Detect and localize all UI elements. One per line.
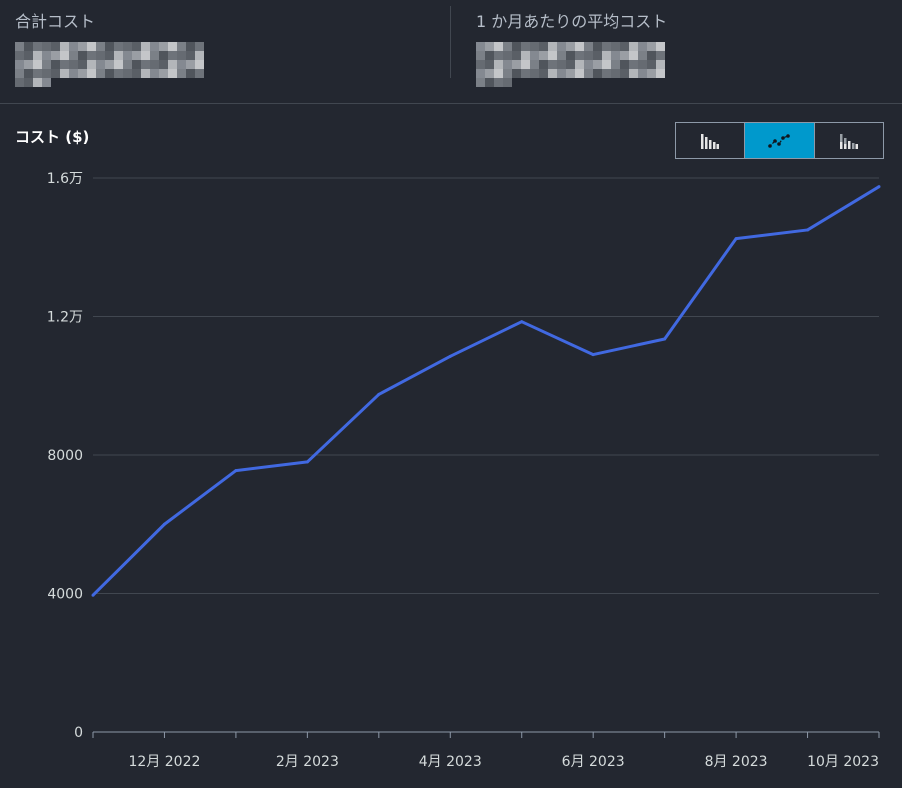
y-tick-label: 0 [74, 725, 83, 741]
y-axis-title: コスト ($) [15, 128, 90, 146]
avg-cost-metric: 1 か月あたりの平均コスト [476, 8, 672, 87]
y-axis: 0 4000 8000 1.2万 1.6万 [47, 171, 83, 741]
data-point[interactable] [734, 237, 738, 241]
chart-type-toggle [675, 122, 884, 159]
total-cost-value-redacted [15, 42, 211, 87]
data-point[interactable] [448, 354, 452, 358]
plot-area [91, 185, 881, 597]
chart-grid [93, 177, 879, 594]
total-cost-metric: 合計コスト [15, 8, 211, 87]
data-point[interactable] [591, 353, 595, 357]
x-tick-label: 6月 2023 [562, 754, 625, 770]
x-tick-label: 8月 2023 [705, 754, 768, 770]
avg-cost-value-redacted [476, 42, 672, 87]
avg-cost-label: 1 か月あたりの平均コスト [476, 12, 668, 31]
x-tick-label: 10月 2023 [807, 754, 879, 770]
data-point[interactable] [877, 185, 881, 189]
summary-divider [450, 6, 451, 78]
y-tick-label: 1.2万 [47, 310, 83, 326]
x-axis: 12月 2022 2月 2023 4月 2023 6月 2023 8月 2023 10月 … [92, 731, 880, 770]
data-point[interactable] [91, 593, 95, 597]
series-line [91, 185, 880, 597]
bar-chart-button[interactable] [676, 123, 746, 158]
data-point[interactable] [806, 228, 810, 232]
stacked-bar-chart-button[interactable] [815, 123, 883, 158]
stacked-bar-chart-icon [839, 133, 858, 149]
summary-panel: 合計コスト 1 か月あたりの平均コスト [0, 0, 902, 104]
bar-chart-icon [701, 133, 720, 149]
y-tick-label: 8000 [47, 448, 83, 464]
line-chart-icon [768, 133, 791, 148]
x-tick-label: 12月 2022 [129, 754, 201, 770]
data-point[interactable] [377, 392, 381, 396]
data-point[interactable] [305, 460, 309, 464]
x-tick-label: 4月 2023 [419, 754, 482, 770]
data-point[interactable] [663, 337, 667, 341]
line-chart-button[interactable] [745, 123, 815, 158]
total-cost-label: 合計コスト [15, 12, 96, 31]
data-point[interactable] [162, 522, 166, 526]
data-point[interactable] [234, 469, 238, 473]
data-point[interactable] [520, 320, 524, 324]
x-tick-label: 2月 2023 [276, 754, 339, 770]
line-chart: 0 4000 8000 1.2万 1.6万 12月 2022 2月 2023 4月 2023… [47, 171, 881, 770]
y-tick-label: 4000 [47, 587, 83, 603]
y-tick-label: 1.6万 [47, 171, 83, 187]
